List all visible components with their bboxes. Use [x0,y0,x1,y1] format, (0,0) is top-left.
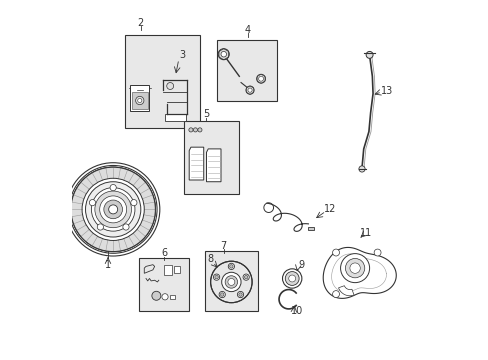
Circle shape [198,128,202,132]
Circle shape [135,96,143,105]
Circle shape [245,86,254,94]
Text: 7: 7 [220,241,226,251]
Circle shape [243,274,249,280]
Circle shape [288,275,295,282]
Text: 11: 11 [360,228,372,238]
Text: 2: 2 [138,18,143,28]
Circle shape [100,196,126,223]
Circle shape [285,271,299,285]
Bar [308,227,313,230]
Text: 6: 6 [161,248,167,258]
Circle shape [247,88,252,92]
Bar [164,114,185,121]
Text: 9: 9 [298,260,304,270]
Text: 1: 1 [105,260,111,270]
Circle shape [227,279,234,285]
Circle shape [221,272,241,292]
Bar [216,40,277,100]
Bar [183,121,239,194]
Circle shape [218,49,229,60]
Bar [139,258,189,311]
Circle shape [122,224,129,230]
Text: 3: 3 [179,50,185,60]
Text: 12: 12 [324,204,336,214]
Circle shape [349,263,360,273]
Circle shape [282,269,301,288]
Circle shape [345,258,364,278]
Circle shape [162,294,168,300]
Bar [125,35,199,128]
Circle shape [152,291,161,300]
Bar [130,85,149,111]
Polygon shape [323,247,395,298]
Circle shape [332,249,339,256]
Circle shape [258,76,263,81]
Circle shape [224,276,237,288]
Bar [132,92,148,109]
Bar [204,251,258,311]
Circle shape [82,178,144,240]
Text: 10: 10 [290,306,303,316]
Circle shape [213,274,219,280]
Circle shape [237,292,243,298]
Circle shape [166,82,173,89]
Circle shape [108,205,118,214]
Bar [173,266,180,273]
Circle shape [214,275,218,279]
Circle shape [220,293,224,296]
Circle shape [71,167,155,252]
Circle shape [188,128,193,132]
Circle shape [130,199,137,206]
Wedge shape [338,286,353,296]
Circle shape [95,191,131,228]
Text: 4: 4 [244,25,250,35]
Circle shape [358,166,365,172]
Circle shape [210,261,252,303]
Circle shape [138,98,142,103]
Polygon shape [189,147,203,180]
Circle shape [103,200,122,219]
Circle shape [219,292,225,298]
Circle shape [89,199,95,206]
Bar [170,295,175,299]
Circle shape [332,291,339,297]
Text: 5: 5 [203,109,209,119]
Circle shape [366,51,372,58]
Text: 8: 8 [206,255,213,265]
Circle shape [85,182,141,237]
Circle shape [229,265,233,268]
Circle shape [97,224,103,230]
Circle shape [71,167,155,252]
Bar [164,265,172,275]
Circle shape [256,74,265,83]
Circle shape [110,184,116,191]
Circle shape [221,51,226,57]
Circle shape [91,188,135,231]
Text: 13: 13 [380,86,392,96]
Circle shape [340,253,369,283]
Circle shape [193,128,197,132]
Circle shape [244,275,247,279]
Polygon shape [206,149,221,182]
Circle shape [373,249,380,256]
Circle shape [238,293,242,296]
Circle shape [228,263,234,270]
